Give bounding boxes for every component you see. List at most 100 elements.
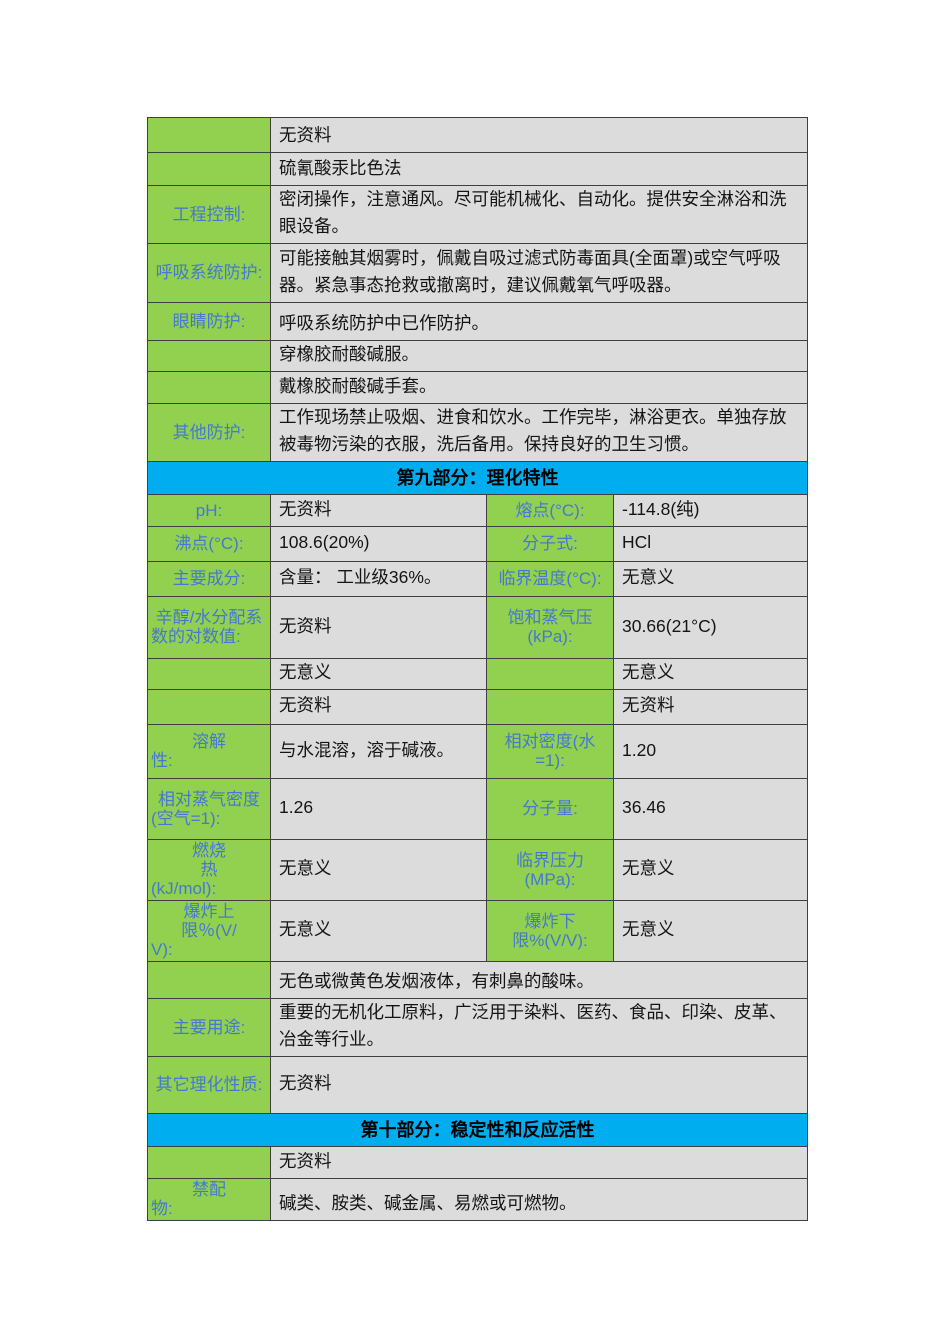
field-label-line: 禁配 [192, 1180, 226, 1199]
field-value: 无意义 [270, 839, 487, 901]
section-header-row: 第十部分：稳定性和反应活性 [146, 1113, 809, 1147]
field-label: 禁配 物: [147, 1178, 271, 1221]
field-label: 眼睛防护: [147, 302, 271, 341]
table-row: 沸点(°C): 108.6(20%) 分子式: HCl [147, 526, 809, 562]
field-value: 无资料 [269, 117, 809, 153]
field-label-line: 性: [151, 751, 173, 770]
table-row: 穿橡胶耐酸碱服。 [147, 340, 809, 372]
field-label-line: =1): [535, 751, 565, 770]
field-label: 溶解 性: [147, 724, 271, 779]
field-value: 36.46 [612, 778, 809, 840]
table-row: 无资料 [147, 1146, 809, 1179]
field-label-line: 临界压力 [516, 850, 584, 870]
field-value: 无意义 [270, 658, 487, 690]
field-label-line: 数的对数值: [151, 627, 241, 646]
field-label-line: (MPa): [524, 869, 576, 889]
field-value: 无意义 [612, 658, 809, 690]
field-value: 重要的无机化工原料，广泛用于染料、医药、食品、印染、皮革、冶金等行业。 [269, 998, 809, 1057]
field-label: 其他防护: [147, 403, 271, 462]
table-row: 无色或微黄色发烟液体，有刺鼻的酸味。 [147, 961, 809, 999]
field-value: 无意义 [612, 839, 809, 901]
table-row: 无意义 无意义 [147, 658, 809, 690]
field-label [147, 689, 271, 725]
field-label-line: 热 [200, 860, 218, 879]
field-label-line: 溶解 [192, 732, 226, 751]
field-value: HCl [612, 526, 809, 562]
table-row: 呼吸系统防护: 可能接触其烟雾时，佩戴自吸过滤式防毒面具(全面罩)或空气呼吸器。紧… [147, 243, 809, 303]
field-value: 无资料 [270, 494, 487, 527]
field-label [147, 152, 271, 186]
field-label: 分子量: [486, 778, 614, 840]
field-value: 无资料 [269, 1056, 809, 1114]
table-row: 爆炸上 限％(V/V): 无意义 爆炸下 限%(V/V): 无意义 [147, 900, 809, 962]
field-label-line: V): [151, 940, 173, 959]
field-value: 穿橡胶耐酸碱服。 [269, 340, 809, 372]
field-value: 无意义 [612, 900, 809, 962]
table-row: 工程控制: 密闭操作，注意通风。尽可能机械化、自动化。提供安全淋浴和洗眼设备。 [147, 185, 809, 244]
field-value: 30.66(21°C) [612, 596, 809, 659]
table-row: 其他防护: 工作现场禁止吸烟、进食和饮水。工作完毕，淋浴更衣。单独存放被毒物污染的… [147, 403, 809, 462]
field-value: 无资料 [269, 1146, 809, 1179]
table-row: 相对蒸气密度 (空气=1): 1.26 分子量: 36.46 [147, 778, 809, 840]
field-value: 呼吸系统防护中已作防护。 [269, 302, 809, 341]
field-label-line: 相对蒸气密度 [158, 789, 260, 809]
field-label: 沸点(°C): [147, 526, 271, 562]
field-label-line: 物: [151, 1199, 173, 1218]
field-label: 相对密度(水 =1): [486, 724, 614, 779]
field-label-line: 饱和蒸气压 [507, 608, 593, 627]
field-label-line: 爆炸下 [524, 911, 576, 931]
field-value: 无意义 [612, 561, 809, 597]
field-label: 临界温度(°C): [486, 561, 614, 597]
field-value: 无资料 [270, 689, 487, 725]
field-label: 分子式: [486, 526, 614, 562]
msds-table: 无资料 硫氰酸汞比色法 工程控制: 密闭操作，注意通风。尽可能机械化、自动化。提供安全… [146, 117, 809, 1221]
section-header-row: 第九部分：理化特性 [146, 461, 809, 495]
section-header: 第九部分：理化特性 [146, 461, 809, 495]
field-value: 无资料 [270, 596, 487, 659]
field-label: 主要成分: [147, 561, 271, 597]
field-label-line: 辛醇/水分配系 [155, 608, 263, 627]
field-label-line: (空气=1): [151, 808, 221, 828]
field-label: 饱和蒸气压 (kPa): [486, 596, 614, 659]
field-label: pH: [147, 494, 271, 527]
field-value: 无色或微黄色发烟液体，有刺鼻的酸味。 [269, 961, 809, 999]
field-label: 呼吸系统防护: [147, 243, 271, 303]
msds-table-body: 无资料 硫氰酸汞比色法 工程控制: 密闭操作，注意通风。尽可能机械化、自动化。提供安全… [146, 117, 809, 1221]
field-value: 108.6(20%) [270, 526, 487, 562]
field-value: 1.26 [270, 778, 487, 840]
field-label: 工程控制: [147, 185, 271, 244]
field-label: 其它理化性质: [147, 1056, 271, 1114]
field-value: 无资料 [612, 689, 809, 725]
field-label: 熔点(°C): [486, 494, 614, 527]
field-label: 相对蒸气密度 (空气=1): [147, 778, 271, 840]
field-label-line: 爆炸上 [183, 902, 235, 921]
field-label: 爆炸下 限%(V/V): [486, 900, 614, 962]
field-label-line: 燃烧 [192, 841, 226, 860]
field-label-line: 限％(V/ [181, 921, 237, 940]
field-value: 可能接触其烟雾时，佩戴自吸过滤式防毒面具(全面罩)或空气呼吸器。紧急事态抢救或撤… [269, 243, 809, 303]
field-label-line: 相对密度(水 [504, 732, 596, 751]
field-label [147, 961, 271, 999]
field-label [147, 340, 271, 372]
field-value: 戴橡胶耐酸碱手套。 [269, 371, 809, 404]
table-row: 主要用途: 重要的无机化工原料，广泛用于染料、医药、食品、印染、皮革、冶金等行业。 [147, 998, 809, 1057]
table-row: 戴橡胶耐酸碱手套。 [147, 371, 809, 404]
table-row: 辛醇/水分配系 数的对数值: 无资料 饱和蒸气压 (kPa): 30.66(21°C) [147, 596, 809, 659]
field-label [147, 371, 271, 404]
table-row: 溶解 性: 与水混溶，溶于碱液。 相对密度(水 =1): 1.20 [147, 724, 809, 779]
field-value: 密闭操作，注意通风。尽可能机械化、自动化。提供安全淋浴和洗眼设备。 [269, 185, 809, 244]
table-row: 无资料 无资料 [147, 689, 809, 725]
field-label [486, 689, 614, 725]
field-label-line: (kPa): [527, 627, 573, 646]
field-value: 碱类、胺类、碱金属、易燃或可燃物。 [269, 1178, 809, 1221]
section-header: 第十部分：稳定性和反应活性 [146, 1113, 809, 1147]
table-row: 禁配 物: 碱类、胺类、碱金属、易燃或可燃物。 [147, 1178, 809, 1221]
msds-document: 无资料 硫氰酸汞比色法 工程控制: 密闭操作，注意通风。尽可能机械化、自动化。提供安全… [146, 117, 809, 1221]
field-value: 1.20 [612, 724, 809, 779]
field-label: 辛醇/水分配系 数的对数值: [147, 596, 271, 659]
table-row: 燃烧热 (kJ/mol): 无意义 临界压力 (MPa): 无意义 [147, 839, 809, 901]
table-row: 主要成分: 含量： 工业级36%。 临界温度(°C): 无意义 [147, 561, 809, 597]
field-label-line: 限%(V/V): [512, 930, 588, 950]
field-label-line: (kJ/mol): [151, 879, 217, 898]
